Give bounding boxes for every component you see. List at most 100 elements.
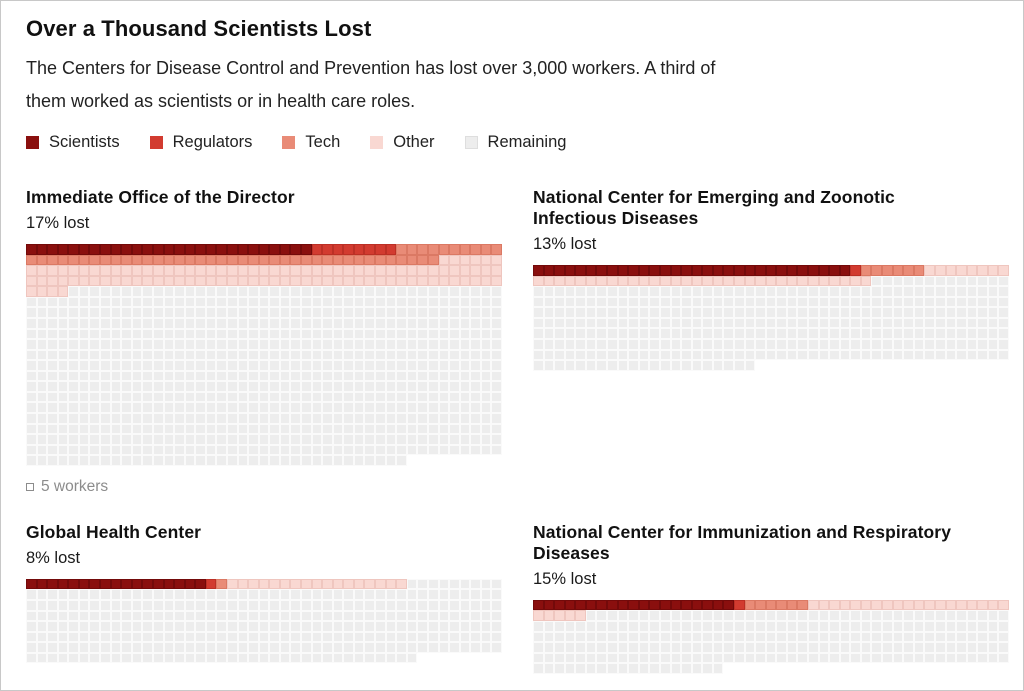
waffle-cell-remaining — [596, 620, 608, 632]
waffle-cell-remaining — [987, 307, 999, 318]
waffle-cell-remaining — [776, 631, 787, 643]
waffle-cell-remaining — [131, 423, 143, 435]
waffle-cell-remaining — [702, 296, 713, 308]
waffle-cell-remaining — [818, 328, 830, 339]
waffle-cell-remaining — [406, 370, 418, 382]
waffle-cell-regulators — [375, 244, 386, 255]
waffle-cell-other — [892, 599, 904, 611]
waffle-cell-remaining — [57, 413, 69, 424]
waffle-cell-remaining — [216, 621, 227, 632]
waffle-cell-remaining — [174, 360, 185, 371]
waffle-cell-remaining — [733, 360, 745, 371]
waffle-cell-remaining — [659, 620, 671, 632]
waffle-cell-remaining — [385, 589, 397, 600]
waffle-cell-other — [406, 265, 418, 276]
waffle-cell-remaining — [459, 349, 471, 361]
waffle-cell-remaining — [269, 631, 280, 643]
waffle-cell-regulators — [733, 599, 745, 611]
waffle-cell-remaining — [491, 423, 502, 435]
waffle-cell-remaining — [184, 423, 196, 435]
waffle-cell-remaining — [353, 413, 365, 424]
waffle-cell-other — [438, 265, 450, 276]
waffle-cell-other — [480, 254, 492, 266]
waffle-cell-other — [628, 275, 639, 287]
waffle-cell-remaining — [311, 652, 323, 664]
waffle-cell-remaining — [322, 349, 333, 361]
waffle-cell-remaining — [248, 391, 259, 403]
waffle-cell-other — [57, 275, 69, 287]
waffle-cell-remaining — [449, 642, 460, 653]
waffle-cell-remaining — [89, 317, 101, 329]
waffle-cell-scientists — [691, 599, 703, 611]
waffle-cell-remaining — [427, 391, 439, 403]
waffle-cell-tech — [480, 244, 492, 255]
waffle-cell-remaining — [364, 391, 376, 403]
waffle-cell-remaining — [205, 391, 217, 403]
waffle-cell-remaining — [152, 381, 164, 392]
waffle-cell-remaining — [892, 296, 904, 308]
waffle-cell-remaining — [364, 610, 376, 622]
waffle-cell-remaining — [670, 663, 682, 674]
waffle-cell-remaining — [585, 338, 597, 350]
waffle-cell-remaining — [850, 328, 861, 339]
waffle-cell-remaining — [585, 349, 597, 361]
waffle-cell-remaining — [205, 317, 217, 329]
waffle-cell-remaining — [36, 349, 48, 361]
waffle-cell-remaining — [892, 317, 904, 329]
waffle-cell-tech — [301, 254, 312, 266]
waffle-cell-remaining — [68, 360, 79, 371]
waffle-cell-remaining — [174, 381, 185, 392]
waffle-cell-remaining — [459, 578, 471, 590]
waffle-cell-remaining — [195, 652, 206, 664]
waffle-cell-other — [596, 275, 608, 287]
waffle-cell-remaining — [786, 349, 798, 361]
waffle-cell-remaining — [945, 642, 957, 653]
waffle-cell-remaining — [78, 642, 90, 653]
waffle-cell-remaining — [131, 328, 143, 340]
waffle-cell-remaining — [839, 631, 851, 643]
waffle-cell-remaining — [131, 307, 143, 318]
waffle-cell-remaining — [195, 610, 206, 622]
waffle-cell-remaining — [871, 286, 883, 297]
waffle-cell-remaining — [195, 317, 206, 329]
waffle-cell-other — [987, 265, 999, 276]
waffle-cell-remaining — [818, 652, 830, 664]
waffle-cell-remaining — [797, 642, 809, 653]
waffle-cell-remaining — [575, 360, 586, 371]
waffle-cell-remaining — [237, 402, 249, 413]
waffle-cell-remaining — [818, 610, 830, 621]
waffle-cell-remaining — [459, 360, 471, 371]
waffle-cell-scientists — [121, 578, 132, 590]
waffle-cell-remaining — [871, 307, 883, 318]
waffle-cell-remaining — [924, 275, 935, 287]
waffle-cell-remaining — [449, 286, 460, 297]
waffle-cell-remaining — [470, 307, 481, 318]
waffle-cell-remaining — [174, 642, 185, 653]
waffle-cell-remaining — [152, 413, 164, 424]
waffle-cell-remaining — [649, 317, 660, 329]
waffle-cell-remaining — [702, 360, 713, 371]
waffle-cell-remaining — [797, 317, 809, 329]
waffle-cell-remaining — [744, 642, 756, 653]
waffle-cell-regulators — [322, 244, 333, 255]
waffle-cell-remaining — [977, 307, 988, 318]
waffle-cell-tech — [776, 599, 787, 611]
waffle-cell-remaining — [142, 610, 153, 622]
waffle-cell-remaining — [311, 381, 323, 392]
waffle-cell-remaining — [554, 652, 565, 664]
waffle-cell-remaining — [438, 328, 450, 340]
waffle-cell-remaining — [860, 296, 872, 308]
waffle-cell-scientists — [205, 244, 217, 255]
waffle-cell-other — [977, 599, 988, 611]
waffle-cell-remaining — [913, 349, 925, 361]
waffle-cell-scientists — [786, 265, 798, 276]
waffle-cell-regulators — [385, 244, 397, 255]
waffle-cell-remaining — [934, 338, 946, 350]
waffle-cell-other — [829, 275, 840, 287]
waffle-cell-remaining — [279, 360, 291, 371]
waffle-cell-remaining — [533, 307, 544, 318]
waffle-cell-remaining — [480, 402, 492, 413]
waffle-cell-remaining — [396, 381, 407, 392]
waffle-cell-remaining — [449, 444, 460, 456]
waffle-cell-remaining — [638, 338, 650, 350]
